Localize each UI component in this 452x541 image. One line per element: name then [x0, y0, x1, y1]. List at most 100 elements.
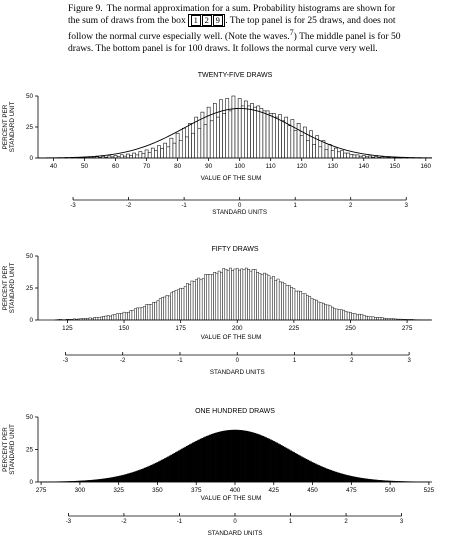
histogram-bar [308, 296, 312, 321]
histogram-bar [358, 477, 361, 483]
histogram-bar [120, 475, 123, 483]
histogram-bar [244, 267, 248, 321]
std-tick-label: 0 [238, 203, 242, 209]
histogram-bar [123, 474, 126, 483]
histogram-bar [301, 293, 305, 321]
histogram-bar [353, 313, 357, 321]
histogram-bar [151, 464, 154, 483]
histogram-bar [229, 267, 232, 321]
histogram-bar [278, 281, 282, 321]
histogram-bar [174, 289, 178, 321]
histogram-bar [368, 479, 371, 483]
histogram-bar [316, 464, 319, 483]
histogram-bar [244, 100, 248, 159]
histogram-bar [254, 433, 257, 483]
histogram-bar [346, 152, 351, 159]
histogram-bar [341, 473, 344, 483]
histogram-bar [334, 147, 338, 159]
histogram-bar [109, 315, 112, 321]
histogram-bar [185, 446, 188, 483]
x-tick-label: 50 [81, 163, 89, 170]
histogram-bar [356, 477, 359, 483]
histogram-bar [132, 152, 136, 159]
histogram-bar [122, 474, 125, 483]
histogram-bar [345, 474, 348, 483]
histogram-bar [220, 431, 223, 483]
histogram-bar [215, 432, 218, 483]
ticket-3: 9 [212, 15, 223, 27]
std-tick-label: 2 [350, 358, 354, 364]
histogram-bar [349, 154, 354, 159]
histogram-bar [258, 273, 262, 321]
histogram-bar [324, 149, 329, 159]
histogram-bar [240, 105, 245, 159]
histogram-bar [234, 108, 239, 159]
histogram-bar [241, 430, 244, 483]
histogram-bar [181, 448, 184, 483]
histogram-bar [102, 316, 106, 321]
histogram-bar [199, 279, 203, 321]
histogram-bar [213, 433, 216, 483]
y-tick-label: 0 [29, 479, 33, 486]
panel-title: TWENTY-FIVE DRAWS [198, 72, 273, 79]
histogram-bar [354, 476, 357, 483]
histogram-bar [115, 313, 119, 321]
histogram-bar [333, 308, 336, 321]
histogram-bar [218, 431, 221, 483]
y-tick-label: 25 [26, 124, 34, 131]
histogram-bar [145, 304, 149, 321]
histogram-bar [136, 307, 139, 321]
histogram-bar [134, 308, 137, 321]
histogram-bar [325, 468, 328, 483]
histogram-bar [156, 462, 159, 483]
histogram-bar [287, 285, 291, 321]
histogram-bar [293, 130, 298, 159]
x-tick-label: 525 [424, 487, 435, 494]
histogram-bar [194, 116, 199, 159]
histogram-bar [148, 465, 151, 483]
x-tick-label: 275 [402, 325, 413, 332]
histogram-bar [167, 295, 171, 321]
std-tick-label: 2 [344, 519, 348, 525]
histogram-bar [193, 441, 196, 483]
caption-text-2: . The top panel is for 25 draws, and doe… [68, 15, 396, 43]
histogram-bar [154, 462, 157, 483]
y-tick-label: 50 [26, 414, 34, 421]
histogram-bar [355, 314, 359, 321]
histogram-bar [176, 451, 179, 483]
histogram-bar [124, 312, 128, 321]
figure-caption: Figure 9. The normal approximation for a … [68, 3, 408, 54]
histogram-bar [313, 462, 316, 483]
histogram-bar [333, 471, 336, 483]
histogram-bar [290, 287, 293, 321]
x-tick-label: 350 [152, 487, 163, 494]
histogram-bar [175, 132, 180, 159]
x-tick-label: 500 [385, 487, 396, 494]
histogram-bar [217, 270, 221, 321]
histogram-bar [147, 466, 150, 483]
x-tick-label: 275 [36, 487, 47, 494]
histogram-bar [154, 150, 158, 159]
histogram-bar [167, 456, 170, 483]
histogram-bar [352, 154, 357, 159]
histogram-bar [246, 431, 249, 483]
histogram-bar [319, 302, 323, 321]
histogram-bar [209, 120, 214, 159]
histogram-bar [240, 268, 244, 321]
histogram-bar [192, 442, 195, 483]
histogram-bar [335, 308, 339, 321]
histogram-bar [306, 140, 310, 159]
std-tick-label: -3 [70, 203, 76, 209]
histogram-bar [117, 475, 120, 483]
histogram-bar [297, 454, 300, 483]
histogram-bar [250, 103, 254, 159]
histogram-bar [265, 437, 268, 483]
histogram-bar [207, 435, 210, 483]
caption-text-1: The normal approximation for a sum. Prob… [68, 3, 396, 27]
histogram-bar [188, 123, 192, 159]
histogram-bar [367, 478, 370, 483]
y-tick-label: 25 [26, 285, 34, 292]
histogram-bar [235, 268, 239, 321]
histogram-bar [196, 440, 199, 483]
histogram-bar [189, 444, 192, 483]
